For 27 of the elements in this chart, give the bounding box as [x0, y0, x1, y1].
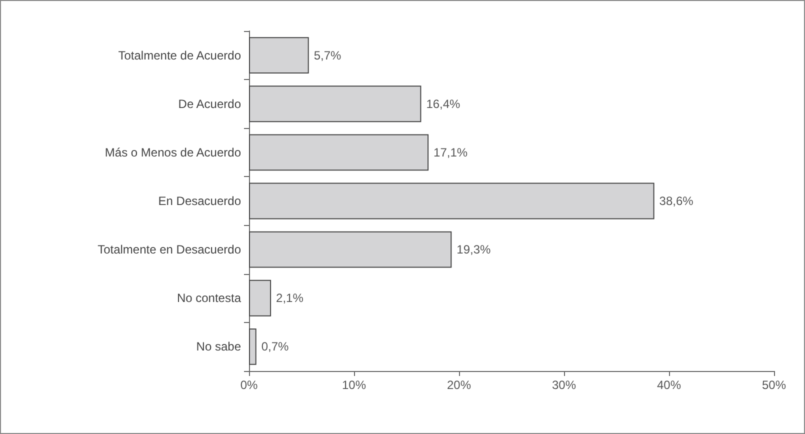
y-tick-label: Totalmente de Acuerdo — [118, 48, 242, 62]
data-label: 5,7% — [314, 48, 342, 62]
y-tick-label: No contesta — [176, 291, 242, 306]
x-tick-label: 0% — [240, 378, 258, 392]
y-tick-label: Más o Menos de Acuerdo — [104, 145, 242, 160]
y-tick-label: Totalmente en Desacuerdo — [98, 242, 242, 257]
bar — [249, 134, 429, 171]
y-tick-label: En Desacuerdo — [158, 194, 242, 208]
y-tick-label: No sabe — [196, 340, 242, 354]
x-tick-label: 30% — [552, 378, 576, 392]
data-label: 0,7% — [261, 340, 290, 354]
data-label: 38,6% — [659, 194, 694, 208]
bar — [249, 182, 654, 220]
data-label: 16,4% — [426, 96, 461, 111]
bar — [249, 37, 309, 74]
bar — [249, 328, 256, 365]
bar — [249, 231, 452, 268]
data-label: 17,1% — [434, 145, 468, 160]
x-tick-label: 20% — [446, 378, 472, 392]
data-label: 2,1% — [276, 291, 304, 306]
x-tick-label: 50% — [762, 378, 786, 392]
bar — [249, 86, 422, 122]
x-tick-label: 10% — [342, 378, 366, 392]
y-tick-label: De Acuerdo — [178, 96, 242, 111]
x-tick-label: 40% — [656, 378, 682, 392]
bar — [249, 280, 272, 316]
data-label: 19,3% — [456, 242, 492, 257]
